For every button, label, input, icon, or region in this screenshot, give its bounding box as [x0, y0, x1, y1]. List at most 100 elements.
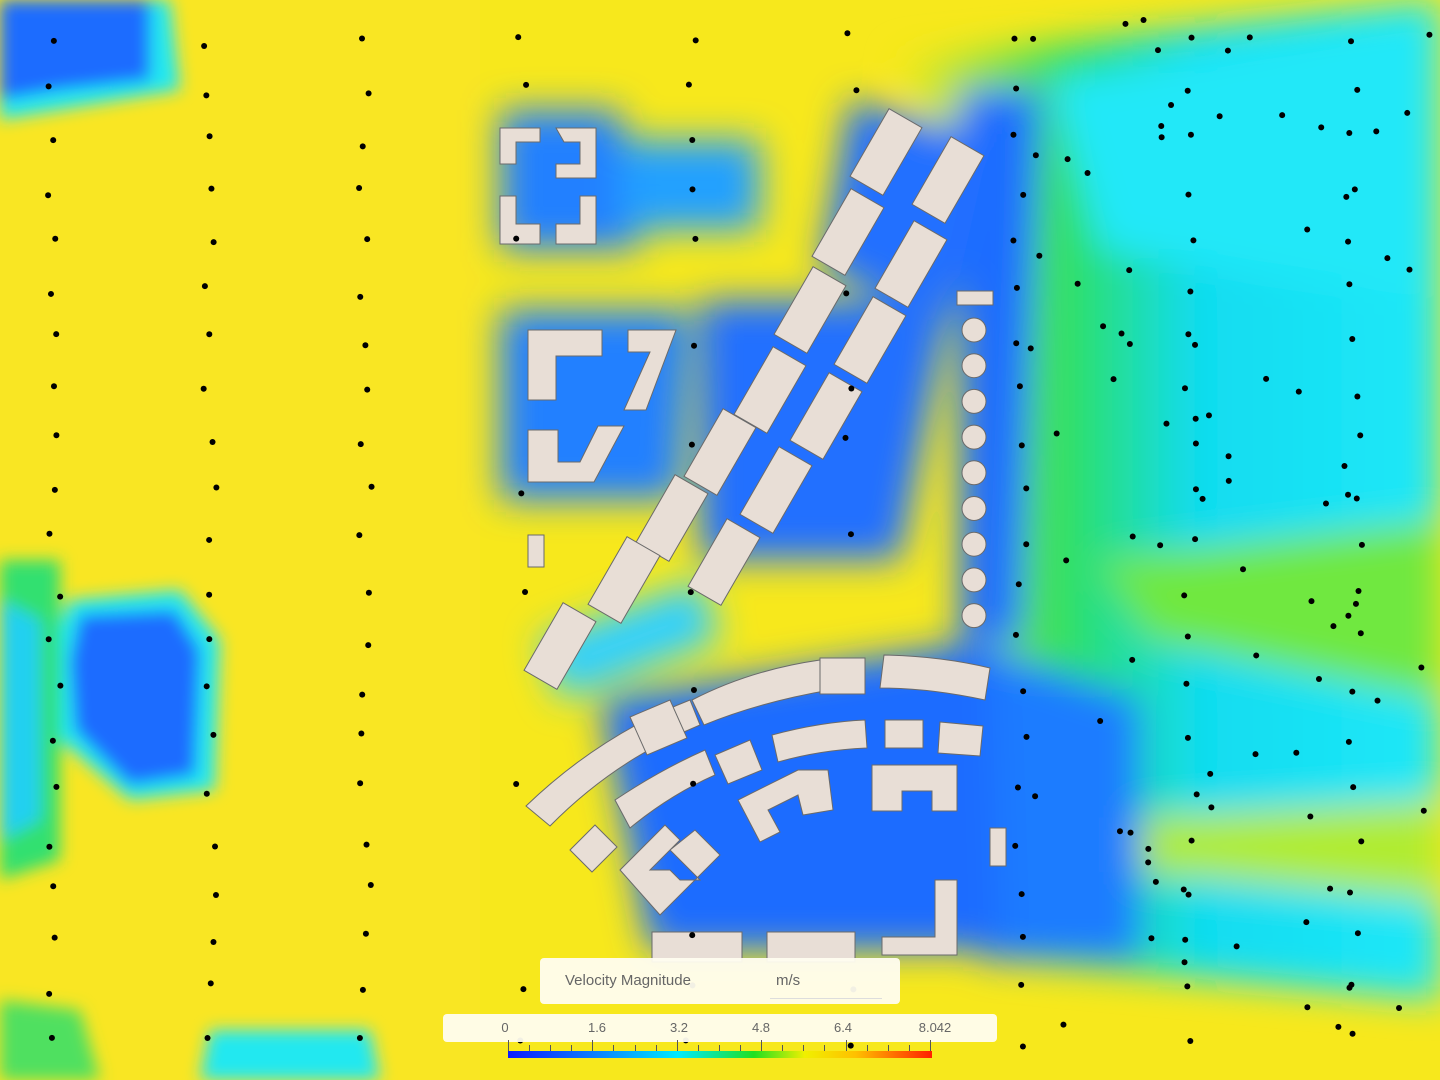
- probe-point: [357, 293, 364, 300]
- probe-point: [1181, 385, 1188, 392]
- probe-point: [49, 737, 56, 744]
- building: [527, 329, 677, 483]
- probe-point: [1252, 751, 1259, 758]
- probe-point: [1163, 420, 1170, 427]
- building: [961, 567, 987, 593]
- building: [714, 739, 763, 785]
- probe-point: [689, 186, 696, 193]
- probe-point: [513, 780, 520, 787]
- probe-point: [1014, 784, 1021, 791]
- probe-point: [843, 290, 850, 297]
- probe-point: [52, 235, 59, 242]
- probe-point: [844, 30, 851, 37]
- probe-point: [1100, 323, 1107, 330]
- probe-point: [48, 1034, 55, 1041]
- probe-point: [1199, 495, 1206, 502]
- building: [687, 518, 761, 606]
- probe-point: [1352, 600, 1359, 607]
- probe-point: [515, 34, 522, 41]
- probe-point: [1187, 288, 1194, 295]
- tick-mark: [718, 1045, 720, 1051]
- probe-point: [1295, 388, 1302, 395]
- probe-point: [1023, 541, 1030, 548]
- probe-point: [1303, 919, 1310, 926]
- probe-point: [1036, 252, 1043, 259]
- building: [961, 424, 987, 450]
- probe-point: [1426, 31, 1433, 38]
- probe-point: [1192, 486, 1199, 493]
- probe-point: [45, 83, 52, 90]
- probe-point: [692, 235, 699, 242]
- building: [937, 721, 984, 757]
- probe-point: [1345, 491, 1352, 498]
- tick-mark: [529, 1045, 531, 1051]
- probe-point: [1181, 959, 1188, 966]
- probe-point: [853, 87, 860, 94]
- probe-point: [1018, 981, 1025, 988]
- probe-point: [1019, 933, 1026, 940]
- colorbar-ticks: [508, 1040, 932, 1051]
- probe-point: [1019, 1043, 1026, 1050]
- probe-point: [1374, 697, 1381, 704]
- probe-point: [1023, 485, 1030, 492]
- probe-point: [1185, 331, 1192, 338]
- probe-point: [204, 1035, 211, 1042]
- tick-mark: [908, 1045, 910, 1051]
- probe-point: [1330, 623, 1337, 630]
- probe-point: [1154, 47, 1161, 54]
- probe-point: [1032, 793, 1039, 800]
- tick-label: 8.042: [918, 1020, 952, 1035]
- building: [614, 749, 716, 829]
- probe-point: [1246, 34, 1253, 41]
- probe-point: [206, 133, 213, 140]
- probe-point: [362, 342, 369, 349]
- probe-point: [363, 841, 370, 848]
- probe-point: [45, 636, 52, 643]
- probe-point: [1263, 375, 1270, 382]
- probe-point: [1345, 238, 1352, 245]
- probe-point: [1240, 566, 1247, 573]
- probe-point: [1030, 35, 1037, 42]
- probe-point: [1373, 128, 1380, 135]
- probe-point: [1032, 152, 1039, 159]
- building: [961, 388, 987, 414]
- probe-point: [1346, 281, 1353, 288]
- probe-point: [1347, 889, 1354, 896]
- probe-point: [689, 136, 696, 143]
- probe-point: [1012, 631, 1019, 638]
- legend-title-panel: Velocity Magnitude m/s: [540, 958, 900, 1004]
- probe-point: [359, 143, 366, 150]
- tick-label: 0: [501, 1020, 509, 1035]
- probe-points: [45, 17, 1433, 1050]
- probe-point: [685, 81, 692, 88]
- probe-point: [1396, 1004, 1403, 1011]
- probe-point: [691, 342, 698, 349]
- probe-point: [692, 37, 699, 44]
- probe-point: [1345, 612, 1352, 619]
- probe-point: [203, 790, 210, 797]
- probe-point: [206, 636, 213, 643]
- probe-point: [212, 892, 219, 899]
- building: [961, 496, 987, 521]
- building: [879, 654, 991, 701]
- probe-point: [210, 938, 217, 945]
- probe-point: [1184, 734, 1191, 741]
- probe-point: [1020, 688, 1027, 695]
- building: [811, 188, 885, 276]
- building: [961, 531, 987, 557]
- probe-point: [1343, 193, 1350, 200]
- probe-point: [1357, 432, 1364, 439]
- probe-point: [1122, 20, 1129, 27]
- probe-point: [1354, 930, 1361, 937]
- probe-point: [1064, 156, 1071, 163]
- tick-mark: [782, 1045, 784, 1051]
- building: [989, 827, 1007, 867]
- probe-point: [1127, 829, 1134, 836]
- building: [911, 136, 985, 224]
- probe-point: [50, 137, 57, 144]
- probe-point: [1018, 891, 1025, 898]
- probe-point: [1053, 430, 1060, 437]
- building: [766, 931, 856, 963]
- legend-scale-panel: 0 1.6 3.2 4.8 6.4 8.042: [443, 1014, 997, 1042]
- probe-point: [359, 986, 366, 993]
